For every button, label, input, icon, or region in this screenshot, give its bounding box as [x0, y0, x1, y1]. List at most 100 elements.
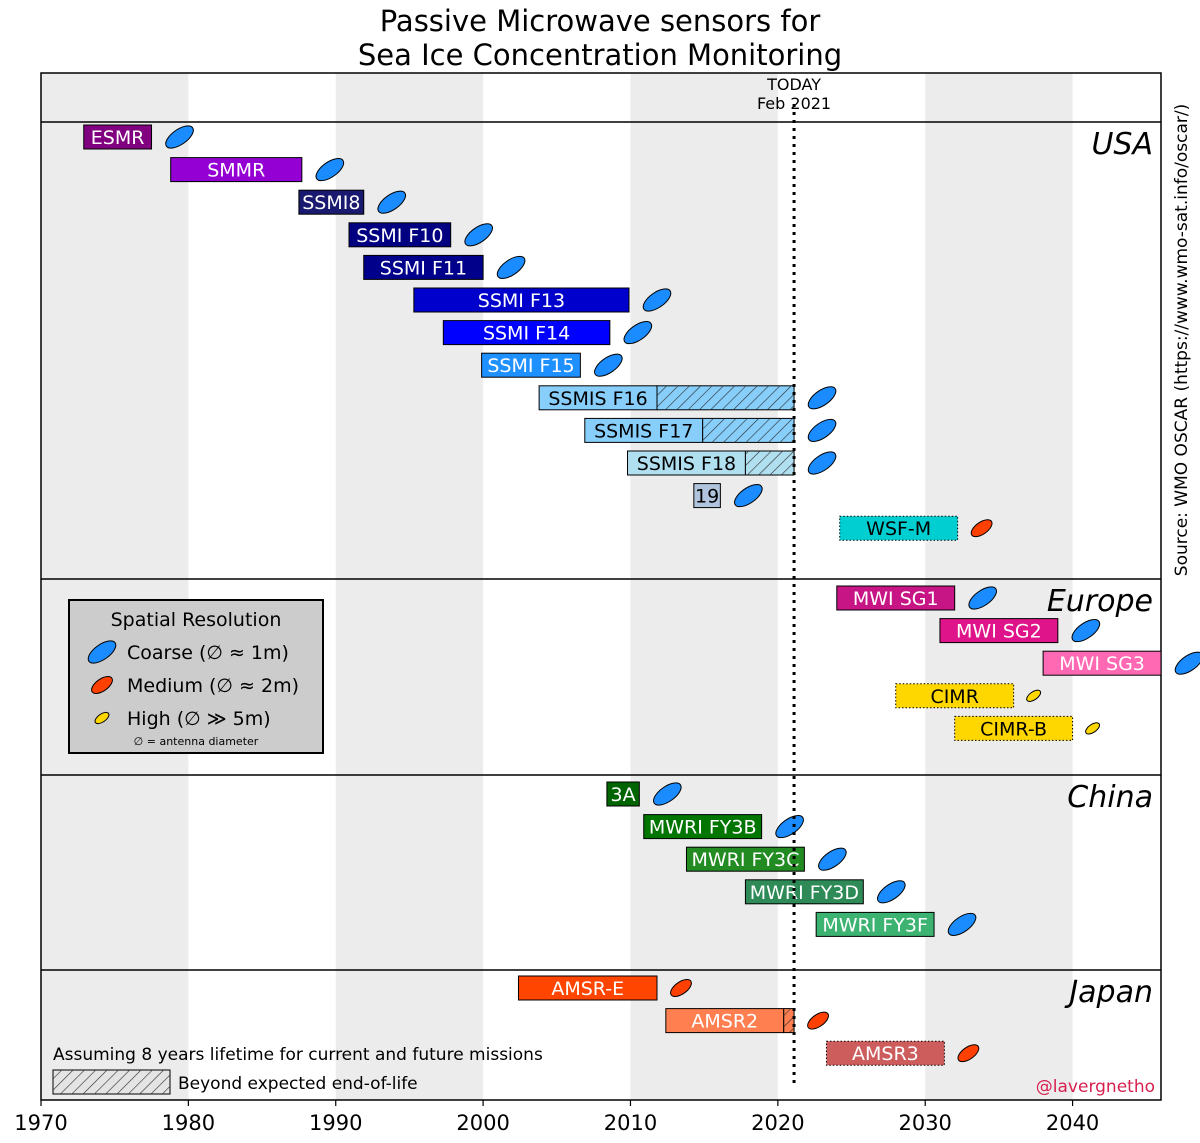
- mission-mwri-fy3d: MWRI FY3D: [744, 879, 906, 905]
- mission-ssmi-f15: SSMI F15: [481, 352, 623, 378]
- mission-ssmi-f13: SSMI F13: [413, 287, 672, 313]
- mission-extension-hatch: [783, 1008, 795, 1033]
- x-tick-label-1980: 1980: [162, 1111, 215, 1135]
- chart-title-line-2: Sea Ice Concentration Monitoring: [358, 38, 842, 72]
- legend-title: Spatial Resolution: [111, 609, 282, 631]
- resolution-coarse-icon: [623, 321, 653, 345]
- mission-bar: [606, 781, 640, 807]
- mission-label: MWRI FY3B: [649, 817, 757, 839]
- resolution-coarse-icon: [594, 353, 623, 377]
- mission-ssmis-f16: SSMIS F16: [538, 385, 837, 411]
- resolution-medium-icon: [957, 1044, 980, 1063]
- mission-amsr3: AMSR3: [825, 1040, 980, 1066]
- resolution-coarse-icon: [496, 255, 526, 279]
- mission-mwri-fy3c: MWRI FY3C: [685, 846, 847, 872]
- resolution-coarse-icon: [464, 223, 493, 247]
- resolution-coarse-icon: [315, 158, 345, 182]
- mission-label: CIMR-B: [980, 718, 1047, 740]
- resolution-coarse-icon: [642, 288, 672, 312]
- resolution-medium-icon: [670, 979, 692, 997]
- mission-ssmi-f14: SSMI F14: [442, 320, 653, 346]
- mission-ssmis-f18: SSMIS F18: [627, 450, 837, 476]
- mission-label: MWI SG3: [1059, 653, 1145, 675]
- author-credit: @lavergnetho: [1036, 1077, 1155, 1097]
- today-date: Feb 2021: [757, 94, 831, 113]
- decade-shade-2010: [630, 73, 778, 1100]
- x-tick-label-2040: 2040: [1046, 1111, 1099, 1135]
- region-label-japan: Japan: [1064, 975, 1153, 1010]
- mission-smmr: SMMR: [170, 157, 345, 183]
- mission-bar: [895, 683, 1015, 709]
- mission-label: SSMI F14: [483, 323, 570, 345]
- mission-label: ESMR: [91, 127, 145, 149]
- decade-shade-1970: [41, 73, 189, 1100]
- mission-label: WSF-M: [866, 518, 931, 540]
- x-tick-label-2010: 2010: [604, 1111, 657, 1135]
- mission-label: SMMR: [207, 160, 265, 182]
- mission-mwi-sg2: MWI SG2: [939, 618, 1101, 644]
- mission-label: 19: [695, 486, 719, 508]
- mission-label: AMSR3: [852, 1043, 919, 1065]
- resolution-coarse-icon: [807, 386, 837, 410]
- source-text: Source: WMO OSCAR (https://www.wmo-sat.i…: [1172, 104, 1192, 576]
- plot-frame: [40, 72, 1162, 1101]
- resolution-coarse-icon: [877, 880, 906, 904]
- legend-medium-icon: [91, 676, 113, 694]
- mission-bar: [836, 585, 956, 611]
- mission-bar: [954, 715, 1074, 741]
- mission-label: CIMR: [930, 686, 978, 708]
- mission-bar: [298, 189, 365, 215]
- mission-extension-hatch: [745, 451, 795, 475]
- mission-bar: [685, 846, 805, 872]
- resolution-coarse-icon: [734, 484, 763, 508]
- mission-ssmi-f11: SSMI F11: [363, 254, 526, 280]
- resolution-coarse-icon: [377, 190, 407, 214]
- mission-amsr-e: AMSR-E: [517, 975, 692, 1001]
- region-label-china: China: [1067, 780, 1153, 815]
- mission-mwi-sg3: MWI SG3: [1042, 650, 1200, 676]
- mission-bar: [517, 975, 658, 1001]
- mission-ssmis-f17: SSMIS F17: [584, 417, 837, 443]
- mission-bar: [348, 222, 452, 248]
- resolution-coarse-icon: [1174, 651, 1200, 675]
- mission-ssmi-f10: SSMI F10: [348, 222, 493, 248]
- mission-bar: [627, 450, 746, 476]
- mission-label: SSMI F11: [380, 257, 467, 279]
- mission-label: 3A: [611, 784, 636, 806]
- mission-bar: [643, 814, 763, 840]
- mission-3a: 3A: [606, 781, 682, 807]
- mission-amsr2: AMSR2: [665, 1008, 829, 1034]
- mission-bar: [442, 320, 611, 346]
- mission-bar: [825, 1040, 945, 1066]
- x-tick-label-1990: 1990: [309, 1111, 362, 1135]
- mission-extension-hatch: [702, 418, 795, 443]
- legend-high-icon: [94, 711, 110, 725]
- mission-label: SSMI8: [302, 192, 360, 214]
- x-tick-label-2000: 2000: [456, 1111, 509, 1135]
- mission-bar: [839, 515, 959, 541]
- mission-bar: [170, 157, 303, 183]
- hatch-legend-pattern: [53, 1070, 170, 1094]
- mission-label: SSMI F10: [356, 225, 443, 247]
- resolution-coarse-icon: [968, 586, 997, 610]
- chart-title-line-1: Passive Microwave sensors for: [380, 4, 821, 38]
- x-tick-label-2020: 2020: [751, 1111, 804, 1135]
- mission-label: AMSR2: [691, 1011, 758, 1033]
- lifetime-note: Assuming 8 years lifetime for current an…: [53, 1045, 543, 1065]
- legend-coarse-icon: [87, 640, 117, 664]
- resolution-high-icon: [1026, 689, 1042, 702]
- resolution-coarse-icon: [807, 451, 837, 475]
- legend-box: [68, 599, 324, 754]
- resolution-coarse-icon: [807, 418, 837, 442]
- mission-mwri-fy3b: MWRI FY3B: [643, 814, 804, 840]
- mission-label: MWRI FY3F: [822, 914, 928, 936]
- resolution-legend: Spatial Resolution Coarse (∅ ≈ 1m) Medium …: [68, 599, 324, 754]
- mission-bar: [665, 1008, 785, 1034]
- resolution-medium-icon: [807, 1011, 829, 1030]
- mission-mwi-sg1: MWI SG1: [836, 585, 997, 611]
- mission-bar: [815, 911, 935, 937]
- resolution-high-icon: [1085, 722, 1101, 735]
- mission-label: MWI SG2: [956, 621, 1042, 643]
- today-label: TODAY: [766, 75, 821, 94]
